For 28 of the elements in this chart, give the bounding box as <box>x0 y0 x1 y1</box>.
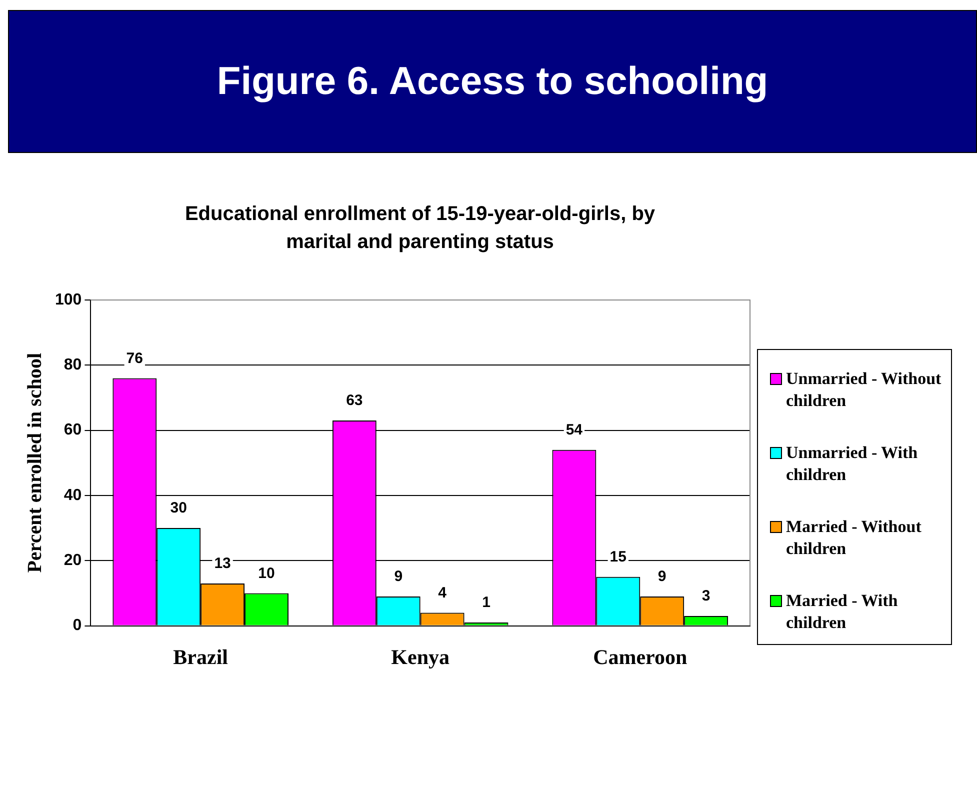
data-label: 9 <box>394 568 403 586</box>
data-label: 76 <box>126 350 143 367</box>
y-tick-label: 0 <box>72 617 82 634</box>
legend-label: Unmarried - With children <box>786 442 919 486</box>
data-label: 1 <box>482 594 490 612</box>
y-tick-label: 20 <box>64 552 82 570</box>
data-label: 10 <box>258 564 275 582</box>
y-axis-title: Percent enrolled in school <box>24 352 46 573</box>
legend-label: Married - With children <box>786 590 899 634</box>
y-tick-label: 40 <box>64 486 82 504</box>
data-label: 13 <box>214 555 231 572</box>
data-label: 3 <box>702 588 710 605</box>
y-tick-label: 80 <box>64 356 82 374</box>
legend-label: Unmarried - Without children <box>786 368 942 412</box>
y-tick-label: 60 <box>64 422 82 439</box>
data-label: 63 <box>346 392 363 410</box>
data-label: 4 <box>438 584 448 602</box>
chart-subtitle: Educational enrollment of 15-19-year-old-girls, by marital and parenting status <box>184 202 656 255</box>
data-label: 54 <box>566 422 584 439</box>
chart-title: Figure 6. Access to schooling <box>8 10 977 153</box>
data-label: 9 <box>658 568 666 586</box>
data-label: 30 <box>170 500 187 517</box>
x-tick-label: Kenya <box>391 644 450 669</box>
x-tick-label: Cameroon <box>593 644 688 669</box>
x-tick-label: Brazil <box>173 644 228 669</box>
y-tick-label: 100 <box>54 291 82 308</box>
legend-label: Married - Without children <box>786 516 922 560</box>
data-label: 15 <box>610 548 626 566</box>
